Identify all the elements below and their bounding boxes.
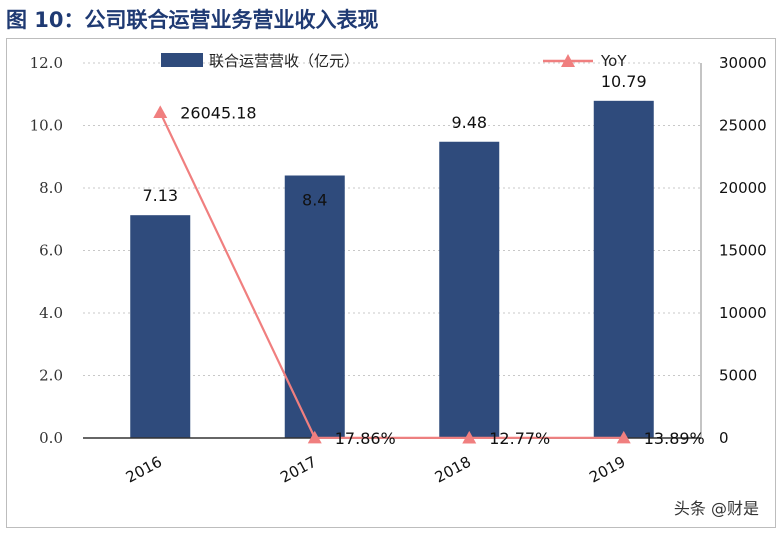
bar-data-label: 8.4	[302, 191, 327, 210]
yoy-data-label: 13.89%	[644, 429, 705, 448]
y-right-tick-label: 5000	[719, 367, 757, 385]
yoy-line	[159, 111, 624, 439]
x-tick-label: 2019	[586, 453, 628, 487]
y-right-tick-label: 20000	[719, 179, 767, 197]
x-tick-label: 2018	[432, 453, 474, 487]
yoy-marker-2016	[153, 105, 168, 119]
bar-2017	[284, 175, 345, 438]
legend-bar-label: 联合运营营收（亿元）	[209, 52, 359, 70]
bar-data-label: 10.79	[601, 72, 647, 91]
yoy-marker-2019	[616, 430, 631, 444]
y-left-tick-label: 10.0	[30, 117, 63, 135]
y-right-tick-label: 10000	[719, 304, 767, 322]
y-left-tick-label: 4.0	[39, 304, 63, 322]
bar-data-label: 9.48	[451, 113, 487, 132]
y-left-tick-label: 6.0	[39, 242, 63, 260]
chart-frame: 0.0 2.0 4.0 6.0 8.0 10.0 12.0 0 5000 10000 15000 20…	[6, 38, 776, 528]
y-left-tick-label: 12.0	[30, 54, 63, 72]
watermark: 头条 @财是	[673, 499, 759, 518]
y-right-tick-label: 25000	[719, 117, 767, 135]
yoy-marker-2017	[307, 430, 322, 444]
y-left-tick-label: 8.0	[39, 179, 63, 197]
x-tick-label: 2016	[123, 453, 165, 487]
bar-2019	[593, 100, 654, 438]
y-right-tick-label: 0	[719, 429, 729, 447]
legend-line-label: YoY	[600, 52, 627, 70]
y-right-tick-label: 30000	[719, 54, 767, 72]
x-tick-label: 2017	[277, 453, 319, 487]
bar-data-label: 7.13	[142, 186, 178, 205]
combo-chart: 0.0 2.0 4.0 6.0 8.0 10.0 12.0 0 5000 10000 15000 20…	[30, 52, 767, 487]
y-left-tick-label: 2.0	[39, 367, 63, 385]
y-left-tick-label: 0.0	[39, 429, 63, 447]
bar-2016	[130, 215, 191, 438]
yoy-marker-2018	[462, 430, 477, 444]
legend-bar-swatch	[161, 53, 203, 67]
yoy-data-label: 26045.18	[180, 103, 256, 122]
yoy-data-label: 12.77%	[489, 429, 550, 448]
bar-2018	[439, 141, 500, 438]
yoy-data-label: 17.86%	[335, 429, 396, 448]
figure-title: 图 10：公司联合运营业务营业收入表现	[6, 8, 379, 32]
legend-line-marker	[561, 54, 575, 67]
y-right-tick-label: 15000	[719, 242, 767, 260]
